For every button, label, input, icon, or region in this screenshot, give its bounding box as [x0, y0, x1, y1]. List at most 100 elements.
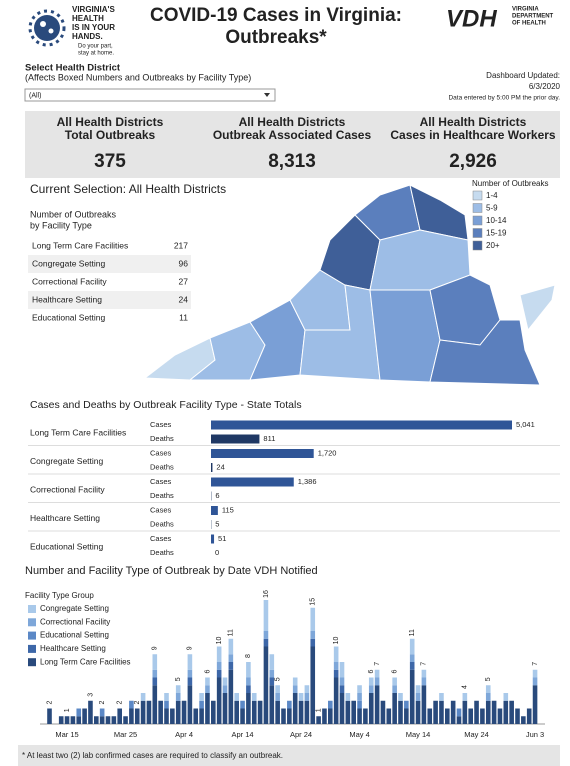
bar-segment [392, 693, 397, 724]
kpi-label: All Health Districts [420, 115, 527, 129]
total-label: 7 [374, 662, 381, 666]
chart-title: Cases and Deaths by Outbreak Facility Ty… [30, 399, 302, 411]
total-label: 9 [187, 646, 194, 650]
bar-segment [275, 700, 280, 724]
bar-segment [526, 708, 532, 724]
bar [211, 506, 218, 515]
kpi-panel [25, 111, 560, 178]
legend-label: Congregate Setting [40, 604, 109, 613]
bar-segment [152, 677, 158, 686]
bar-segment [427, 708, 433, 724]
bar-segment [246, 693, 251, 724]
series-label: Deaths [150, 548, 174, 557]
value-label: 24 [216, 462, 224, 471]
bar-segment [152, 685, 158, 724]
map-legend-title: Number of Outbreaks [472, 179, 548, 188]
bar-segment [158, 700, 163, 724]
total-label: 4 [462, 685, 469, 689]
total-label: 6 [368, 669, 375, 673]
row-band [28, 255, 191, 273]
row-value: 96 [179, 258, 189, 268]
bar-segment [292, 677, 298, 686]
footnote-panel [18, 745, 560, 766]
bar-segment [368, 693, 374, 724]
bar-segment [187, 654, 193, 670]
filter-label: Select Health District [25, 63, 121, 74]
bar-segment [339, 677, 345, 686]
page-title: Outbreaks* [225, 27, 327, 48]
row-label: Correctional Facility [32, 276, 107, 286]
bar-segment [216, 646, 222, 662]
logo-tagline: stay at home. [78, 51, 114, 57]
bar-segment [117, 708, 122, 724]
x-tick-label: Apr 24 [290, 730, 312, 739]
bar-segment [357, 708, 362, 724]
bar-segment [450, 700, 456, 724]
kpi-label: Outbreak Associated Cases [213, 128, 372, 142]
legend-label: 10-14 [486, 216, 507, 225]
bar-segment [339, 693, 345, 724]
updated-label: Dashboard Updated: [486, 71, 560, 80]
table-title: by Facility Type [30, 220, 92, 230]
total-label: 8 [245, 654, 252, 658]
series-label: Deaths [150, 434, 174, 443]
kpi-label: Total Outbreaks [65, 128, 156, 142]
bar-segment [134, 708, 140, 724]
bar-segment [304, 693, 310, 701]
filter-note: (Affects Boxed Numbers and Outbreaks by … [25, 72, 251, 82]
bar-segment [491, 700, 497, 724]
value-label: 6 [215, 491, 219, 500]
value-label: 5 [215, 519, 219, 528]
bar-segment [263, 631, 269, 639]
district[interactable] [429, 319, 541, 386]
legend-swatch [28, 605, 36, 613]
updated-note: Data entered by 5:00 PM the prior day. [448, 95, 560, 102]
series-label: Deaths [150, 462, 174, 471]
total-label: 11 [409, 629, 416, 636]
dropdown-arrow[interactable] [264, 93, 270, 97]
bar-segment [532, 677, 538, 686]
bar-segment [181, 700, 187, 724]
legend-swatch [472, 215, 483, 226]
bar-segment [415, 700, 421, 724]
dropdown-value[interactable]: (All) [29, 92, 41, 99]
kpi-value: 8,313 [268, 151, 316, 172]
bar-segment [205, 685, 210, 693]
vdh-text: OF HEALTH [512, 21, 546, 27]
value-label: 51 [218, 534, 226, 543]
total-label: 2 [134, 700, 141, 704]
bar-segment [415, 685, 421, 693]
bar-segment [111, 716, 117, 724]
district[interactable] [409, 184, 469, 241]
bar-segment [485, 685, 491, 693]
bar-segment [257, 700, 263, 724]
kpi-label: All Health Districts [57, 115, 164, 129]
bar-segment [398, 700, 403, 724]
bar-segment [485, 693, 491, 701]
bar-segment [333, 646, 339, 662]
bar-segment [328, 700, 333, 709]
district[interactable] [369, 289, 441, 383]
district[interactable] [519, 284, 556, 332]
total-label: 15 [310, 598, 317, 606]
legend-label: 1-4 [486, 191, 498, 200]
bar-segment [310, 631, 316, 639]
bar-segment [328, 708, 333, 724]
bar-segment [503, 693, 509, 701]
row-label: Educational Setting [32, 312, 106, 322]
bar-segment [485, 700, 491, 724]
row-value: 27 [179, 276, 189, 286]
bar-segment [211, 700, 216, 724]
bar-segment [421, 685, 427, 724]
chart-title: Number and Facility Type of Outbreak by … [25, 565, 318, 577]
logo-tagline: Do your part, [78, 44, 113, 50]
value-label: 1,386 [298, 477, 317, 486]
district-dropdown[interactable]: (All) [24, 88, 276, 102]
bar-segment [351, 700, 356, 724]
dropdown-box[interactable] [24, 88, 276, 102]
x-tick-label: Jun 3 [526, 730, 544, 739]
legend-label: Correctional Facility [40, 617, 110, 626]
vdh-text: DEPARTMENT [512, 14, 554, 20]
bar-segment [287, 700, 292, 709]
x-tick-label: Mar 15 [55, 730, 78, 739]
